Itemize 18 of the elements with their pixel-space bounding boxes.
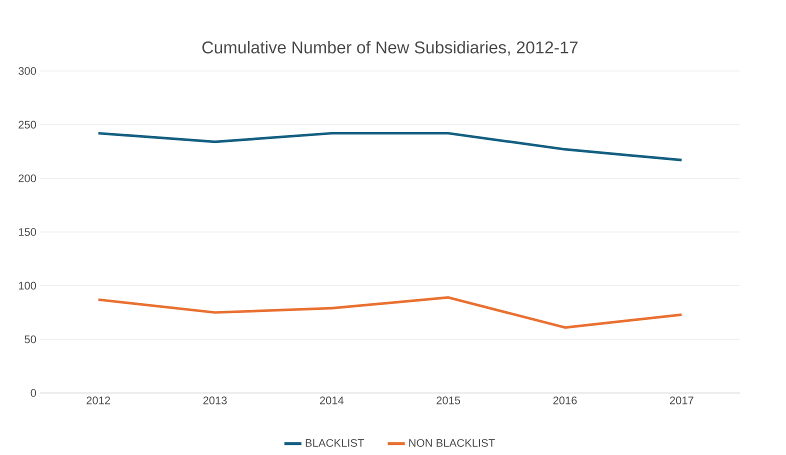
y-tick-label: 200 <box>18 174 36 182</box>
y-tick-label: 50 <box>24 335 36 344</box>
x-tick-label: 2017 <box>670 396 694 404</box>
line-series <box>97 296 683 329</box>
legend-label: BLACKLIST <box>306 439 364 447</box>
y-tick-label: 150 <box>18 228 36 236</box>
legend-label: NON BLACKLIST <box>409 439 495 447</box>
x-tick-label: 2013 <box>203 396 227 404</box>
y-tick-label: 250 <box>18 120 36 129</box>
x-tick-label: 2012 <box>86 396 110 404</box>
x-tick-label: 2014 <box>320 396 344 404</box>
chart-title: Cumulative Number of New Subsidiaries, 2012-17 <box>202 40 578 56</box>
line-series <box>97 132 683 162</box>
x-tick-label: 2016 <box>553 396 577 404</box>
y-tick-label: 300 <box>18 67 36 75</box>
x-tick-label: 2015 <box>436 396 460 404</box>
y-tick-label: 100 <box>18 282 36 290</box>
y-tick-label: 0 <box>30 389 36 397</box>
